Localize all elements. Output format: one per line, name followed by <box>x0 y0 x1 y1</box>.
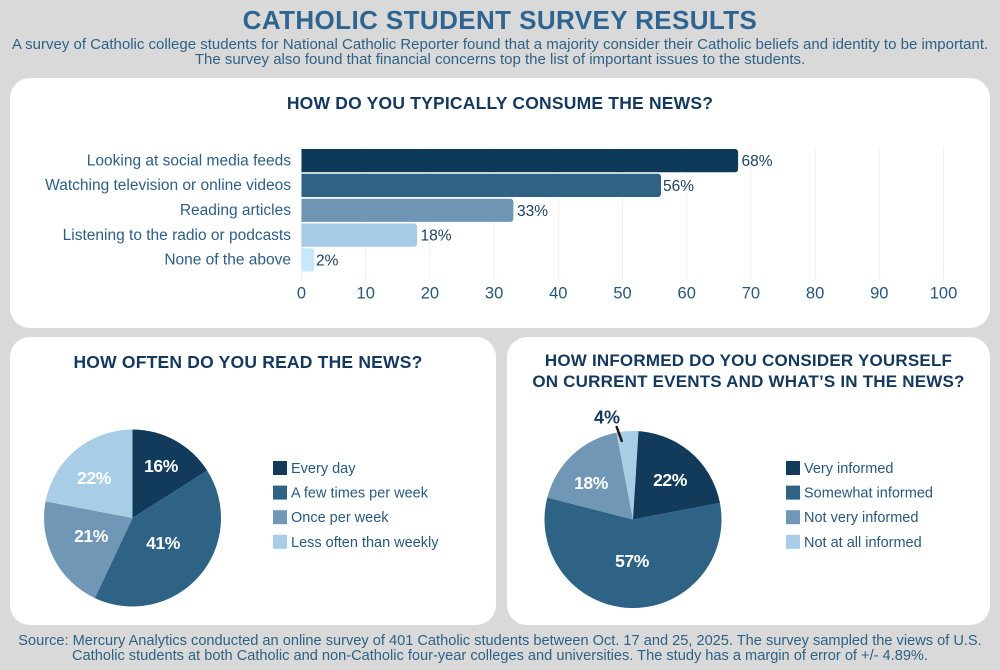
svg-text:Reading articles: Reading articles <box>180 202 291 219</box>
svg-text:18%: 18% <box>421 228 452 245</box>
svg-text:80: 80 <box>806 285 824 303</box>
svg-text:90: 90 <box>870 285 888 303</box>
svg-text:Listening to the radio or podc: Listening to the radio or podcasts <box>63 227 292 244</box>
svg-text:70: 70 <box>742 285 760 303</box>
svg-text:18%: 18% <box>574 473 609 493</box>
svg-text:30: 30 <box>485 285 503 303</box>
svg-text:56%: 56% <box>663 178 694 195</box>
svg-text:Every day: Every day <box>291 461 356 477</box>
svg-text:Looking at social media feeds: Looking at social media feeds <box>87 152 291 169</box>
svg-text:22%: 22% <box>653 470 688 490</box>
svg-text:21%: 21% <box>74 526 109 546</box>
svg-text:Once per week: Once per week <box>291 510 389 526</box>
svg-text:100: 100 <box>930 285 958 303</box>
svg-text:50: 50 <box>613 285 631 303</box>
svg-text:A few times per week: A few times per week <box>291 486 429 502</box>
svg-text:Not at all informed: Not at all informed <box>804 535 922 551</box>
svg-text:Watching television or online: Watching television or online videos <box>45 177 291 194</box>
svg-text:10: 10 <box>357 285 375 303</box>
svg-text:40: 40 <box>549 285 567 303</box>
svg-text:Not very informed: Not very informed <box>804 510 918 526</box>
svg-text:68%: 68% <box>742 153 773 170</box>
svg-text:None of the above: None of the above <box>164 252 291 269</box>
svg-text:Somewhat informed: Somewhat informed <box>804 486 933 502</box>
svg-text:Very informed: Very informed <box>804 461 893 477</box>
svg-text:0: 0 <box>297 285 306 303</box>
svg-text:57%: 57% <box>615 551 650 571</box>
svg-text:33%: 33% <box>517 203 548 220</box>
svg-text:22%: 22% <box>77 468 112 488</box>
svg-text:41%: 41% <box>146 533 181 553</box>
svg-text:16%: 16% <box>144 456 179 476</box>
svg-text:20: 20 <box>421 285 439 303</box>
svg-text:Less often than weekly: Less often than weekly <box>291 535 439 551</box>
svg-text:4%: 4% <box>594 408 620 428</box>
svg-text:2%: 2% <box>316 252 339 269</box>
svg-text:60: 60 <box>678 285 696 303</box>
